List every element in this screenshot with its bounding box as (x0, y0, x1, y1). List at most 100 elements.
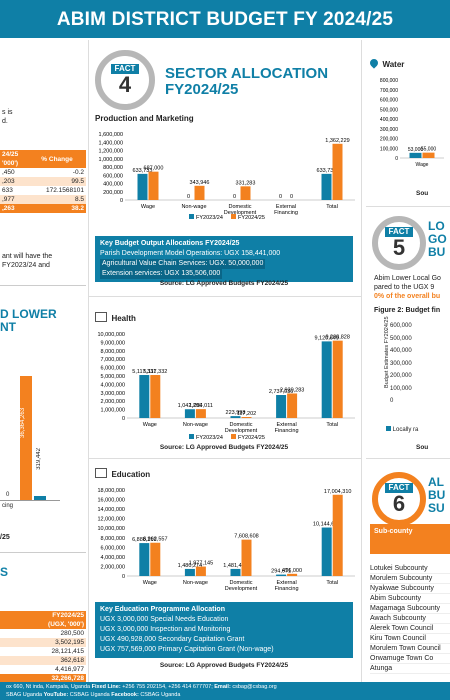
data-label: 0 (187, 194, 190, 200)
bar (137, 173, 148, 200)
data-label: 1,054,011 (189, 403, 213, 409)
education-heading: Education (95, 464, 150, 482)
figure-2-source: Sou (416, 444, 429, 451)
left-change-table: 24/25% Change '000') ,450 -0.2 ,203 99.5 6… (0, 150, 86, 213)
y-tick-label: 6,000,000 (101, 366, 125, 372)
y-tick-label: 1,200,000 (99, 149, 123, 155)
y-tick-label: 0 (395, 156, 398, 162)
legend-label: FY2023/24 (196, 215, 223, 221)
production-source: Source: LG Approved Budgets FY2024/25 (159, 280, 289, 287)
y-tick-label: 18,000,000 (97, 488, 125, 494)
subcounty-item: Abim Subcounty (370, 594, 450, 604)
y-tick-label: 1,400,000 (99, 140, 123, 146)
fact-6-title: AL BU SU (428, 475, 446, 515)
table-row: 280,500 (60, 630, 85, 637)
data-label: 55,000 (421, 147, 437, 153)
water-heading: Water (368, 54, 404, 72)
y-tick-label: 0 (122, 416, 125, 422)
table-row: 32,266,728 (0, 674, 86, 682)
table-row: ,263 38.2 (0, 204, 86, 213)
y-tick-label: 1,000,000 (99, 157, 123, 163)
bar (184, 409, 195, 418)
category-label: Total (326, 422, 338, 428)
subcounty-item: Nyakwae Subcounty (370, 584, 450, 594)
y-tick-label: 4,000,000 (101, 382, 125, 388)
y-tick-label: 200,000 (380, 137, 398, 143)
subcounty-item: Kiru Town Council (370, 634, 450, 644)
figure-2-yaxis: 600,000 500,000 400,000 300,000 200,000 100,0… (390, 323, 412, 404)
bar (422, 152, 435, 158)
bar (184, 568, 195, 576)
right-column: Water 0 100,000 200,000 300,000 400,000 500,0… (366, 40, 450, 682)
y-tick-label: 10,000,000 (97, 526, 125, 532)
category-label: Development (225, 586, 258, 592)
subcounty-item: Atunga (370, 664, 450, 674)
y-tick-label: 8,000,000 (101, 349, 125, 355)
fact-6-badge: FACT 6 (372, 472, 426, 526)
page-banner: ABIM DISTRICT BUDGET FY 2024/25 (0, 0, 450, 38)
health-heading: Health (95, 308, 136, 326)
category-label: Total (326, 580, 338, 586)
legend-swatch (189, 214, 194, 219)
data-label: 1,480,274 (178, 563, 202, 569)
table-row: 3,502,195 (0, 638, 86, 647)
y-tick-label: 0 (120, 198, 123, 204)
subcounty-item: Morulem Subcounty (370, 574, 450, 584)
category-label: External (277, 422, 297, 428)
y-tick-label: 6,000,000 (101, 545, 125, 551)
legend-swatch (231, 214, 236, 219)
y-tick-label: 400,000 (103, 182, 123, 188)
data-label: 633,733 (133, 168, 153, 174)
y-tick-label: 10,000,000 (97, 332, 125, 338)
data-label: 1,362,229 (325, 138, 349, 144)
sector-allocation-title: SECTOR ALLOCATION FY2024/25 (165, 65, 329, 98)
subcounty-list: Lotukei Subcounty Morulem Subcounty Nyakwa… (370, 564, 450, 674)
y-tick-label: 300,000 (380, 127, 398, 133)
y-tick-label: 7,000,000 (101, 357, 125, 363)
bar (241, 539, 252, 576)
legend-label: FY2023/24 (196, 435, 223, 441)
y-tick-label: 800,000 (103, 165, 123, 171)
category-label: External (276, 204, 296, 210)
category-label: Wage (416, 162, 429, 168)
y-tick-label: 5,000,000 (101, 374, 125, 380)
y-tick-label: 8,000,000 (101, 536, 125, 542)
data-label: 0 (233, 194, 236, 200)
category-label: Wage (141, 204, 155, 210)
left-section-title: D LOWER NT (0, 307, 57, 334)
category-label: Development (224, 210, 257, 216)
left-section-2: S (0, 565, 9, 579)
subcounty-item: Awach Subcounty (370, 614, 450, 624)
category-label: Financing (275, 586, 299, 592)
subcounty-item: Alerek Town Council (370, 624, 450, 634)
data-label: 0 (290, 194, 293, 200)
data-label: 331,283 (236, 180, 256, 186)
data-label: 687,000 (144, 166, 164, 172)
data-label: 456,000 (282, 568, 302, 574)
data-label: 2,737,030 (269, 389, 293, 395)
y-tick-label: 800,000 (380, 78, 398, 84)
bar (332, 143, 343, 200)
figure-2-legend: Locally ra (386, 426, 418, 433)
bar (287, 393, 298, 418)
bar (195, 409, 206, 418)
data-label: 294,671 (271, 569, 291, 575)
bar (321, 341, 332, 418)
bar (230, 568, 241, 576)
category-label: Non-wage (181, 204, 206, 210)
bar (195, 566, 206, 576)
y-tick-label: 2,000,000 (101, 399, 125, 405)
legend-swatch (231, 434, 236, 439)
subcounty-item: Orwamuge Town Co (370, 654, 450, 664)
y-tick-label: 200,000 (103, 190, 123, 196)
y-tick-label: 0 (122, 574, 125, 580)
table-row: ,203 99.5 (0, 177, 86, 186)
bar (332, 494, 343, 576)
category-label: Financing (275, 428, 299, 434)
data-label: 0 (279, 194, 282, 200)
fact-5-text: Abim Lower Local Go pared to the UGX 9 0… (374, 275, 441, 300)
water-source: Sou (416, 190, 429, 197)
y-tick-label: 100,000 (380, 146, 398, 152)
figure-2-caption: Figure 2: Budget fin (374, 307, 441, 314)
category-label: Wage (143, 422, 157, 428)
